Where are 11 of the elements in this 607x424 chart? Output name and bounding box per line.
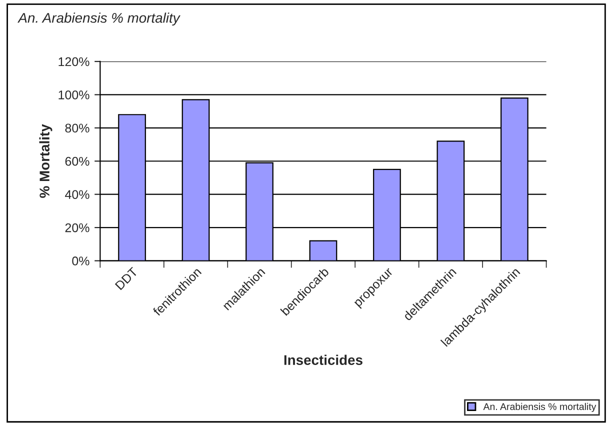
y-tick-label: 40%: [65, 190, 90, 199]
legend-label: An. Arabiensis % mortality: [483, 402, 596, 412]
chart-title: An. Arabiensis % mortality: [18, 12, 180, 26]
y-tick-label: 20%: [65, 223, 90, 232]
y-tick-label: 0%: [72, 256, 90, 266]
x-axis-title: Insecticides: [284, 354, 362, 365]
y-tick-label: 60%: [65, 156, 90, 166]
y-tick-label: 80%: [65, 124, 90, 133]
y-axis-title: % Mortality: [39, 124, 52, 198]
y-tick-label: 120%: [58, 57, 90, 66]
y-tick-label: 100%: [58, 90, 90, 100]
